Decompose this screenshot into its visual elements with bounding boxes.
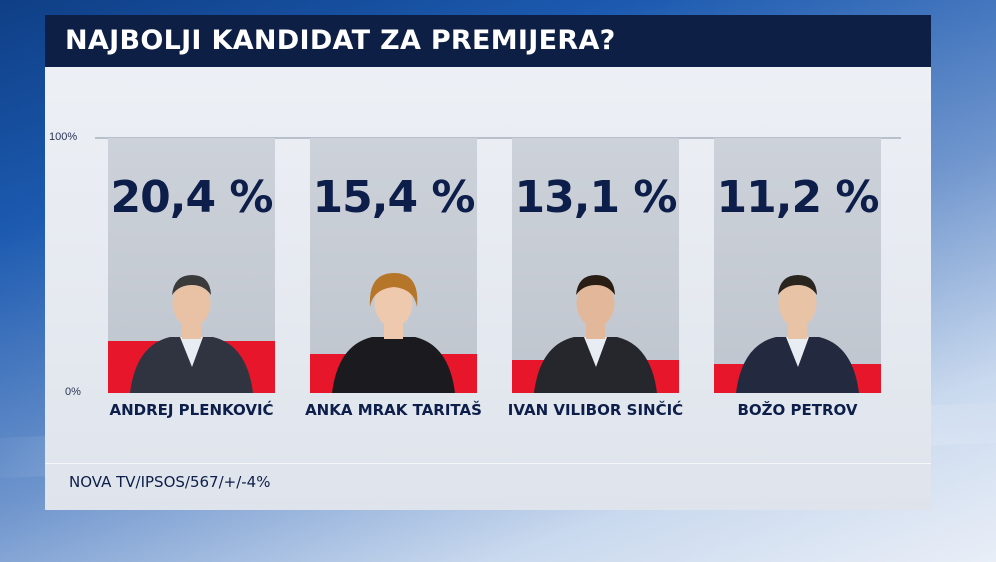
title-bar: NAJBOLJI KANDIDAT ZA PREMIJERA? bbox=[45, 15, 931, 67]
source-note: NOVA TV/IPSOS/567/+/-4% bbox=[69, 473, 271, 491]
candidate-photo bbox=[736, 275, 859, 393]
candidate-photo bbox=[534, 275, 657, 393]
y-tick-label-100: 100% bbox=[49, 131, 78, 143]
bar-column: 20,4 % bbox=[108, 138, 275, 393]
bar-chart: 100% 0% 20,4 % ANDREJ PLENKOVIĆ 15,4 % ANKA… bbox=[45, 15, 931, 510]
candidate-photo bbox=[130, 275, 253, 393]
candidate-name: ANDREJ PLENKOVIĆ bbox=[109, 401, 274, 419]
chart-panel: NAJBOLJI KANDIDAT ZA PREMIJERA? 100% 0% … bbox=[45, 15, 931, 510]
chart-title: NAJBOLJI KANDIDAT ZA PREMIJERA? bbox=[65, 25, 616, 56]
y-tick-label-0: 0% bbox=[65, 386, 81, 398]
value-label: 15,4 % bbox=[312, 172, 476, 223]
bar-column: 13,1 % bbox=[512, 138, 679, 393]
value-label: 20,4 % bbox=[110, 172, 274, 223]
candidate-name: BOŽO PETROV bbox=[737, 401, 858, 419]
value-label: 11,2 % bbox=[716, 172, 880, 223]
candidate-name: ANKA MRAK TARITAŠ bbox=[305, 401, 482, 419]
candidate-name: IVAN VILIBOR SINČIĆ bbox=[507, 401, 684, 419]
gridline-100 bbox=[95, 137, 901, 139]
bar-column: 11,2 % bbox=[714, 138, 881, 393]
bar-column: 15,4 % bbox=[310, 138, 477, 393]
candidate-photo bbox=[332, 273, 455, 393]
value-label: 13,1 % bbox=[514, 172, 678, 223]
footer-divider bbox=[45, 463, 931, 464]
